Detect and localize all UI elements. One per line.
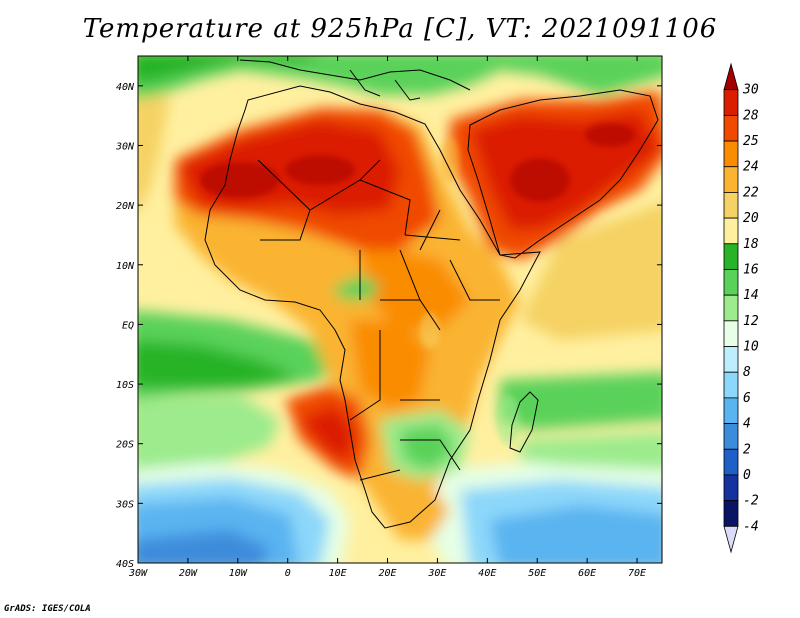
colorbar-box — [723, 217, 739, 245]
colorbar-label: 4 — [743, 417, 751, 432]
x-tick-label: 20W — [179, 568, 198, 579]
colorbar-label: -2 — [743, 494, 759, 509]
colorbar-box — [723, 474, 739, 502]
x-tick-label: 40E — [478, 568, 496, 579]
temperature-field — [138, 56, 662, 563]
colorbar-label: 8 — [743, 365, 751, 380]
colorbar-box — [723, 269, 739, 296]
x-tick-label: 70E — [628, 568, 646, 579]
colorbar-label: 20 — [743, 211, 759, 226]
colorbar-box — [723, 320, 739, 347]
colorbar-top-arrow — [723, 62, 739, 91]
credit-text: GrADS: IGES/COLA — [4, 604, 91, 614]
coastlines — [204, 59, 659, 529]
colorbar-label: 18 — [743, 237, 759, 252]
colorbar-label: 2 — [743, 442, 751, 457]
x-tick-label: 60E — [578, 568, 596, 579]
colorbar-label: -4 — [743, 519, 759, 534]
y-tick-label: 20N — [116, 201, 135, 212]
colorbar-label: 24 — [743, 160, 759, 175]
colorbar-box — [723, 89, 739, 116]
x-tick-label: 30E — [427, 568, 446, 579]
x-axis: 30W 20W 10W 0 10E 20E 30E 40E 50E 60E 70E — [128, 56, 646, 579]
y-tick-label: 30S — [115, 499, 134, 510]
colorbar-box — [723, 294, 739, 322]
colorbar-bottom-arrow — [723, 525, 739, 554]
colorbar-label: 0 — [743, 468, 751, 483]
map-title: Temperature at 925hPa [C], VT: 202109110… — [82, 14, 718, 44]
x-tick-label: 20E — [378, 568, 396, 579]
y-tick-label: 40N — [116, 82, 135, 93]
y-tick-label: 40S — [116, 559, 134, 570]
x-tick-label: 10E — [329, 568, 347, 579]
colorbar-box — [723, 114, 739, 142]
x-tick-label: 30W — [128, 568, 148, 579]
colorbar-label: 10 — [743, 340, 759, 355]
colorbar-box — [723, 192, 739, 219]
colorbar-label: 22 — [743, 185, 759, 200]
colorbar-box — [723, 243, 739, 270]
y-tick-label: 10S — [116, 380, 134, 391]
colorbar-label: 14 — [743, 288, 759, 303]
x-tick-label: 0 — [285, 568, 291, 579]
colorbar-label: 6 — [743, 391, 751, 406]
colorbar-box — [723, 423, 739, 450]
colorbar-box — [723, 448, 739, 476]
colorbar-box — [723, 140, 739, 168]
colorbar-box — [723, 346, 739, 373]
y-tick-label: 30N — [115, 141, 135, 152]
y-tick-label: 10N — [116, 261, 135, 272]
colorbar-box — [723, 166, 739, 193]
colorbar-label: 12 — [743, 314, 759, 329]
y-tick-label: EQ — [122, 320, 134, 331]
map-frame — [137, 55, 663, 564]
colorbar-label: 25 — [743, 134, 759, 149]
colorbar-box — [723, 397, 739, 424]
y-tick-label: 20S — [116, 440, 134, 451]
colorbar-box — [723, 371, 739, 399]
colorbar-label: 16 — [743, 262, 759, 277]
y-axis: 40N 30N 20N 10N EQ 10S 20S 30S 40S — [115, 82, 662, 570]
colorbar-label: 28 — [743, 108, 759, 123]
colorbar-box — [723, 500, 739, 527]
x-tick-label: 50E — [528, 568, 546, 579]
colorbar-label: 30 — [742, 83, 759, 98]
x-tick-label: 10W — [229, 568, 248, 579]
